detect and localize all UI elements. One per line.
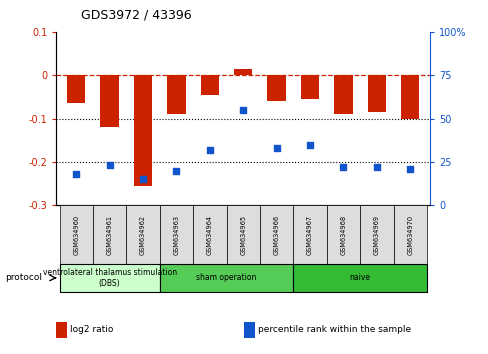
Point [205,147,213,153]
Point [72,171,80,177]
Text: naive: naive [349,273,370,282]
Point [339,164,346,170]
Bar [334,75,352,114]
Point [239,107,246,113]
Bar [101,75,119,127]
Point [172,168,180,173]
Bar [226,205,260,264]
Text: protocol: protocol [5,273,42,282]
Text: sham operation: sham operation [196,273,256,282]
Text: GSM634970: GSM634970 [407,215,412,255]
Bar [367,75,385,112]
Bar [360,205,393,264]
Point [305,142,313,148]
Bar [200,75,219,95]
Bar [267,75,285,101]
Text: GSM634966: GSM634966 [273,215,279,255]
Text: GSM634968: GSM634968 [340,215,346,255]
Bar [67,75,85,103]
Bar [193,205,226,264]
Text: GSM634965: GSM634965 [240,215,246,255]
Bar [293,264,426,292]
Bar [60,264,160,292]
Text: GSM634960: GSM634960 [73,215,79,255]
Bar [260,205,293,264]
Text: GSM634963: GSM634963 [173,215,179,255]
Bar [326,205,360,264]
Point [406,166,413,172]
Text: GSM634967: GSM634967 [306,215,312,255]
Text: ventrolateral thalamus stimulation
(DBS): ventrolateral thalamus stimulation (DBS) [42,268,176,287]
Point [105,162,113,168]
Point [139,177,147,182]
Text: percentile rank within the sample: percentile rank within the sample [258,325,410,335]
Bar [134,75,152,186]
Bar [60,205,93,264]
Text: log2 ratio: log2 ratio [70,325,113,335]
Bar [160,205,193,264]
Text: GDS3972 / 43396: GDS3972 / 43396 [81,8,191,21]
Bar [126,205,160,264]
Bar [400,75,419,119]
Text: GSM634969: GSM634969 [373,215,379,255]
Bar [160,264,293,292]
Bar [93,205,126,264]
Point [372,164,380,170]
Bar [393,205,426,264]
Bar [234,69,252,75]
Bar [167,75,185,114]
Bar [300,75,319,99]
Text: GSM634961: GSM634961 [106,215,112,255]
Bar [293,205,326,264]
Point [272,145,280,151]
Text: GSM634962: GSM634962 [140,215,146,255]
Text: GSM634964: GSM634964 [206,215,212,255]
